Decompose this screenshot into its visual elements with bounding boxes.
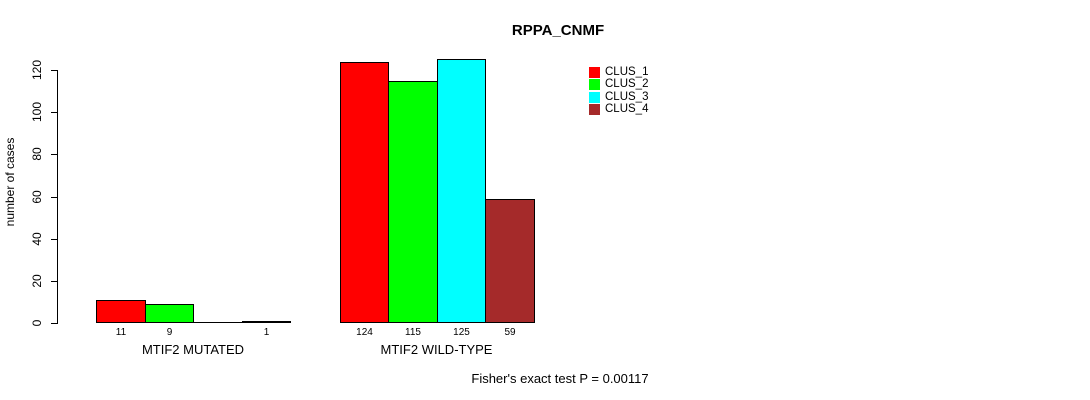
group-label: MTIF2 MUTATED bbox=[141, 342, 245, 357]
legend-label: CLUS_3 bbox=[605, 90, 649, 103]
legend-row: CLUS_2 bbox=[589, 78, 649, 92]
y-tick-label: 20 bbox=[30, 274, 44, 288]
legend-row: CLUS_4 bbox=[589, 103, 649, 117]
bar-clus_3-zero bbox=[193, 322, 243, 323]
fisher-test-annotation: Fisher's exact test P = 0.00117 bbox=[471, 371, 649, 386]
legend: CLUS_1 CLUS_2 CLUS_3 CLUS_4 bbox=[589, 66, 648, 116]
y-tick-mark bbox=[51, 70, 57, 71]
bar-clus_1 bbox=[96, 300, 146, 323]
bar-clus_4 bbox=[242, 321, 291, 323]
y-tick-label: 60 bbox=[30, 190, 44, 204]
bar-value-label: 9 bbox=[166, 327, 173, 338]
bar-value-label: 124 bbox=[356, 327, 373, 338]
y-tick-label: 0 bbox=[30, 319, 44, 327]
bar-clus_4 bbox=[485, 199, 535, 323]
legend-label: CLUS_1 bbox=[605, 65, 649, 78]
y-tick-mark bbox=[51, 197, 57, 198]
y-tick-label: 100 bbox=[30, 101, 44, 123]
bar-value-label: 11 bbox=[115, 327, 127, 338]
y-tick-mark bbox=[51, 154, 57, 155]
y-axis-line bbox=[57, 70, 58, 324]
bar-value-label: 1 bbox=[263, 327, 270, 338]
bar-value-label: 59 bbox=[504, 327, 516, 338]
legend-row: CLUS_1 bbox=[589, 66, 648, 79]
y-tick-label: 80 bbox=[30, 147, 44, 161]
y-tick-label: 120 bbox=[30, 59, 44, 81]
legend-swatch bbox=[589, 66, 600, 78]
legend-label: CLUS_4 bbox=[605, 103, 649, 115]
bar-value-label: 115 bbox=[405, 327, 421, 338]
y-tick-mark bbox=[51, 239, 57, 240]
chart-title: RPPA_CNMF bbox=[511, 22, 605, 39]
bar-clus_2 bbox=[388, 81, 438, 323]
y-tick-mark bbox=[51, 323, 57, 324]
y-tick-mark bbox=[51, 281, 57, 282]
bar-clus_2 bbox=[145, 304, 194, 323]
legend-row: CLUS_3 bbox=[589, 91, 648, 104]
legend-swatch bbox=[589, 91, 600, 103]
bar-clus_1 bbox=[340, 62, 389, 323]
legend-swatch bbox=[589, 104, 600, 116]
bar-clus_3 bbox=[437, 59, 486, 323]
y-tick-label: 40 bbox=[30, 232, 44, 246]
legend-swatch bbox=[589, 79, 600, 91]
y-tick-mark bbox=[51, 112, 57, 113]
bar-value-label: 125 bbox=[453, 327, 470, 338]
group-label: MTIF2 WILD-TYPE bbox=[380, 342, 493, 357]
legend-label: CLUS_2 bbox=[605, 78, 649, 90]
